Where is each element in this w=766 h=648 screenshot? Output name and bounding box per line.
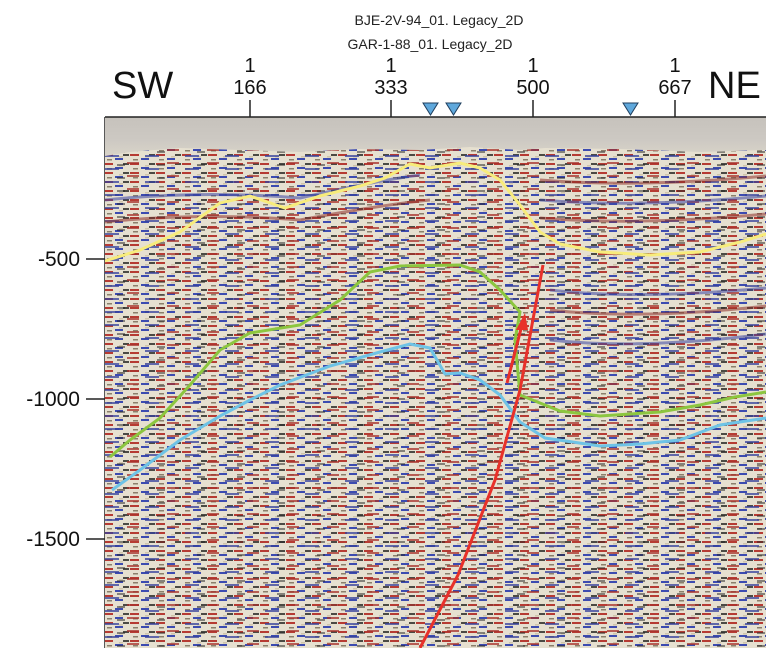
- reflector-band: [549, 286, 766, 297]
- reflector-band: [549, 332, 766, 346]
- cdp-tick-label: 500: [516, 77, 549, 99]
- reflector-band: [539, 174, 766, 185]
- reflector-band: [105, 173, 421, 202]
- seismic-panel: [105, 117, 766, 648]
- seismic-overlay-texture: [105, 117, 766, 648]
- horizon-yellow: [105, 161, 766, 263]
- direction-ne-label: NE: [708, 65, 761, 107]
- reflector-bands: [105, 173, 766, 346]
- cdp-tick-label: 166: [233, 77, 266, 99]
- depth-tick-label: -500: [38, 248, 80, 271]
- fault-line: [418, 264, 545, 648]
- cdp-tick-label: 333: [374, 77, 407, 99]
- depth-tick-label: -1000: [26, 388, 80, 411]
- intersection-marker-triangle: [445, 102, 462, 116]
- cdp-tick-label-top: 1: [244, 55, 255, 77]
- fault-arrow-shaft: [505, 324, 524, 384]
- horizon-blue: [111, 342, 766, 492]
- intersection-marker-triangle: [622, 102, 639, 116]
- top-band: [105, 117, 766, 156]
- line-label-gar: GAR-1-88_01. Legacy_2D: [348, 36, 513, 52]
- cdp-tick-label-top: 1: [527, 55, 538, 77]
- reflector-band: [539, 212, 766, 223]
- fault-arrow-head: [516, 313, 528, 330]
- direction-sw-label: SW: [112, 65, 173, 107]
- cdp-tick-label-top: 1: [385, 55, 396, 77]
- reflector-band: [539, 194, 766, 205]
- intersection-marker-triangle: [422, 102, 439, 116]
- line-label-bje: BJE-2V-94_01. Legacy_2D: [355, 12, 524, 28]
- reflector-band: [549, 304, 766, 316]
- cdp-tick-label: 667: [658, 77, 691, 99]
- cdp-tick-label-top: 1: [669, 55, 680, 77]
- reflector-band: [105, 198, 431, 224]
- horizon-green: [109, 263, 766, 459]
- intersection-markers: [422, 102, 639, 116]
- depth-axis: -500 -1000 -1500: [26, 117, 106, 648]
- depth-tick-label: -1500: [26, 528, 80, 551]
- cdp-axis: 1 166 1 333 1 500 1 667: [233, 55, 692, 117]
